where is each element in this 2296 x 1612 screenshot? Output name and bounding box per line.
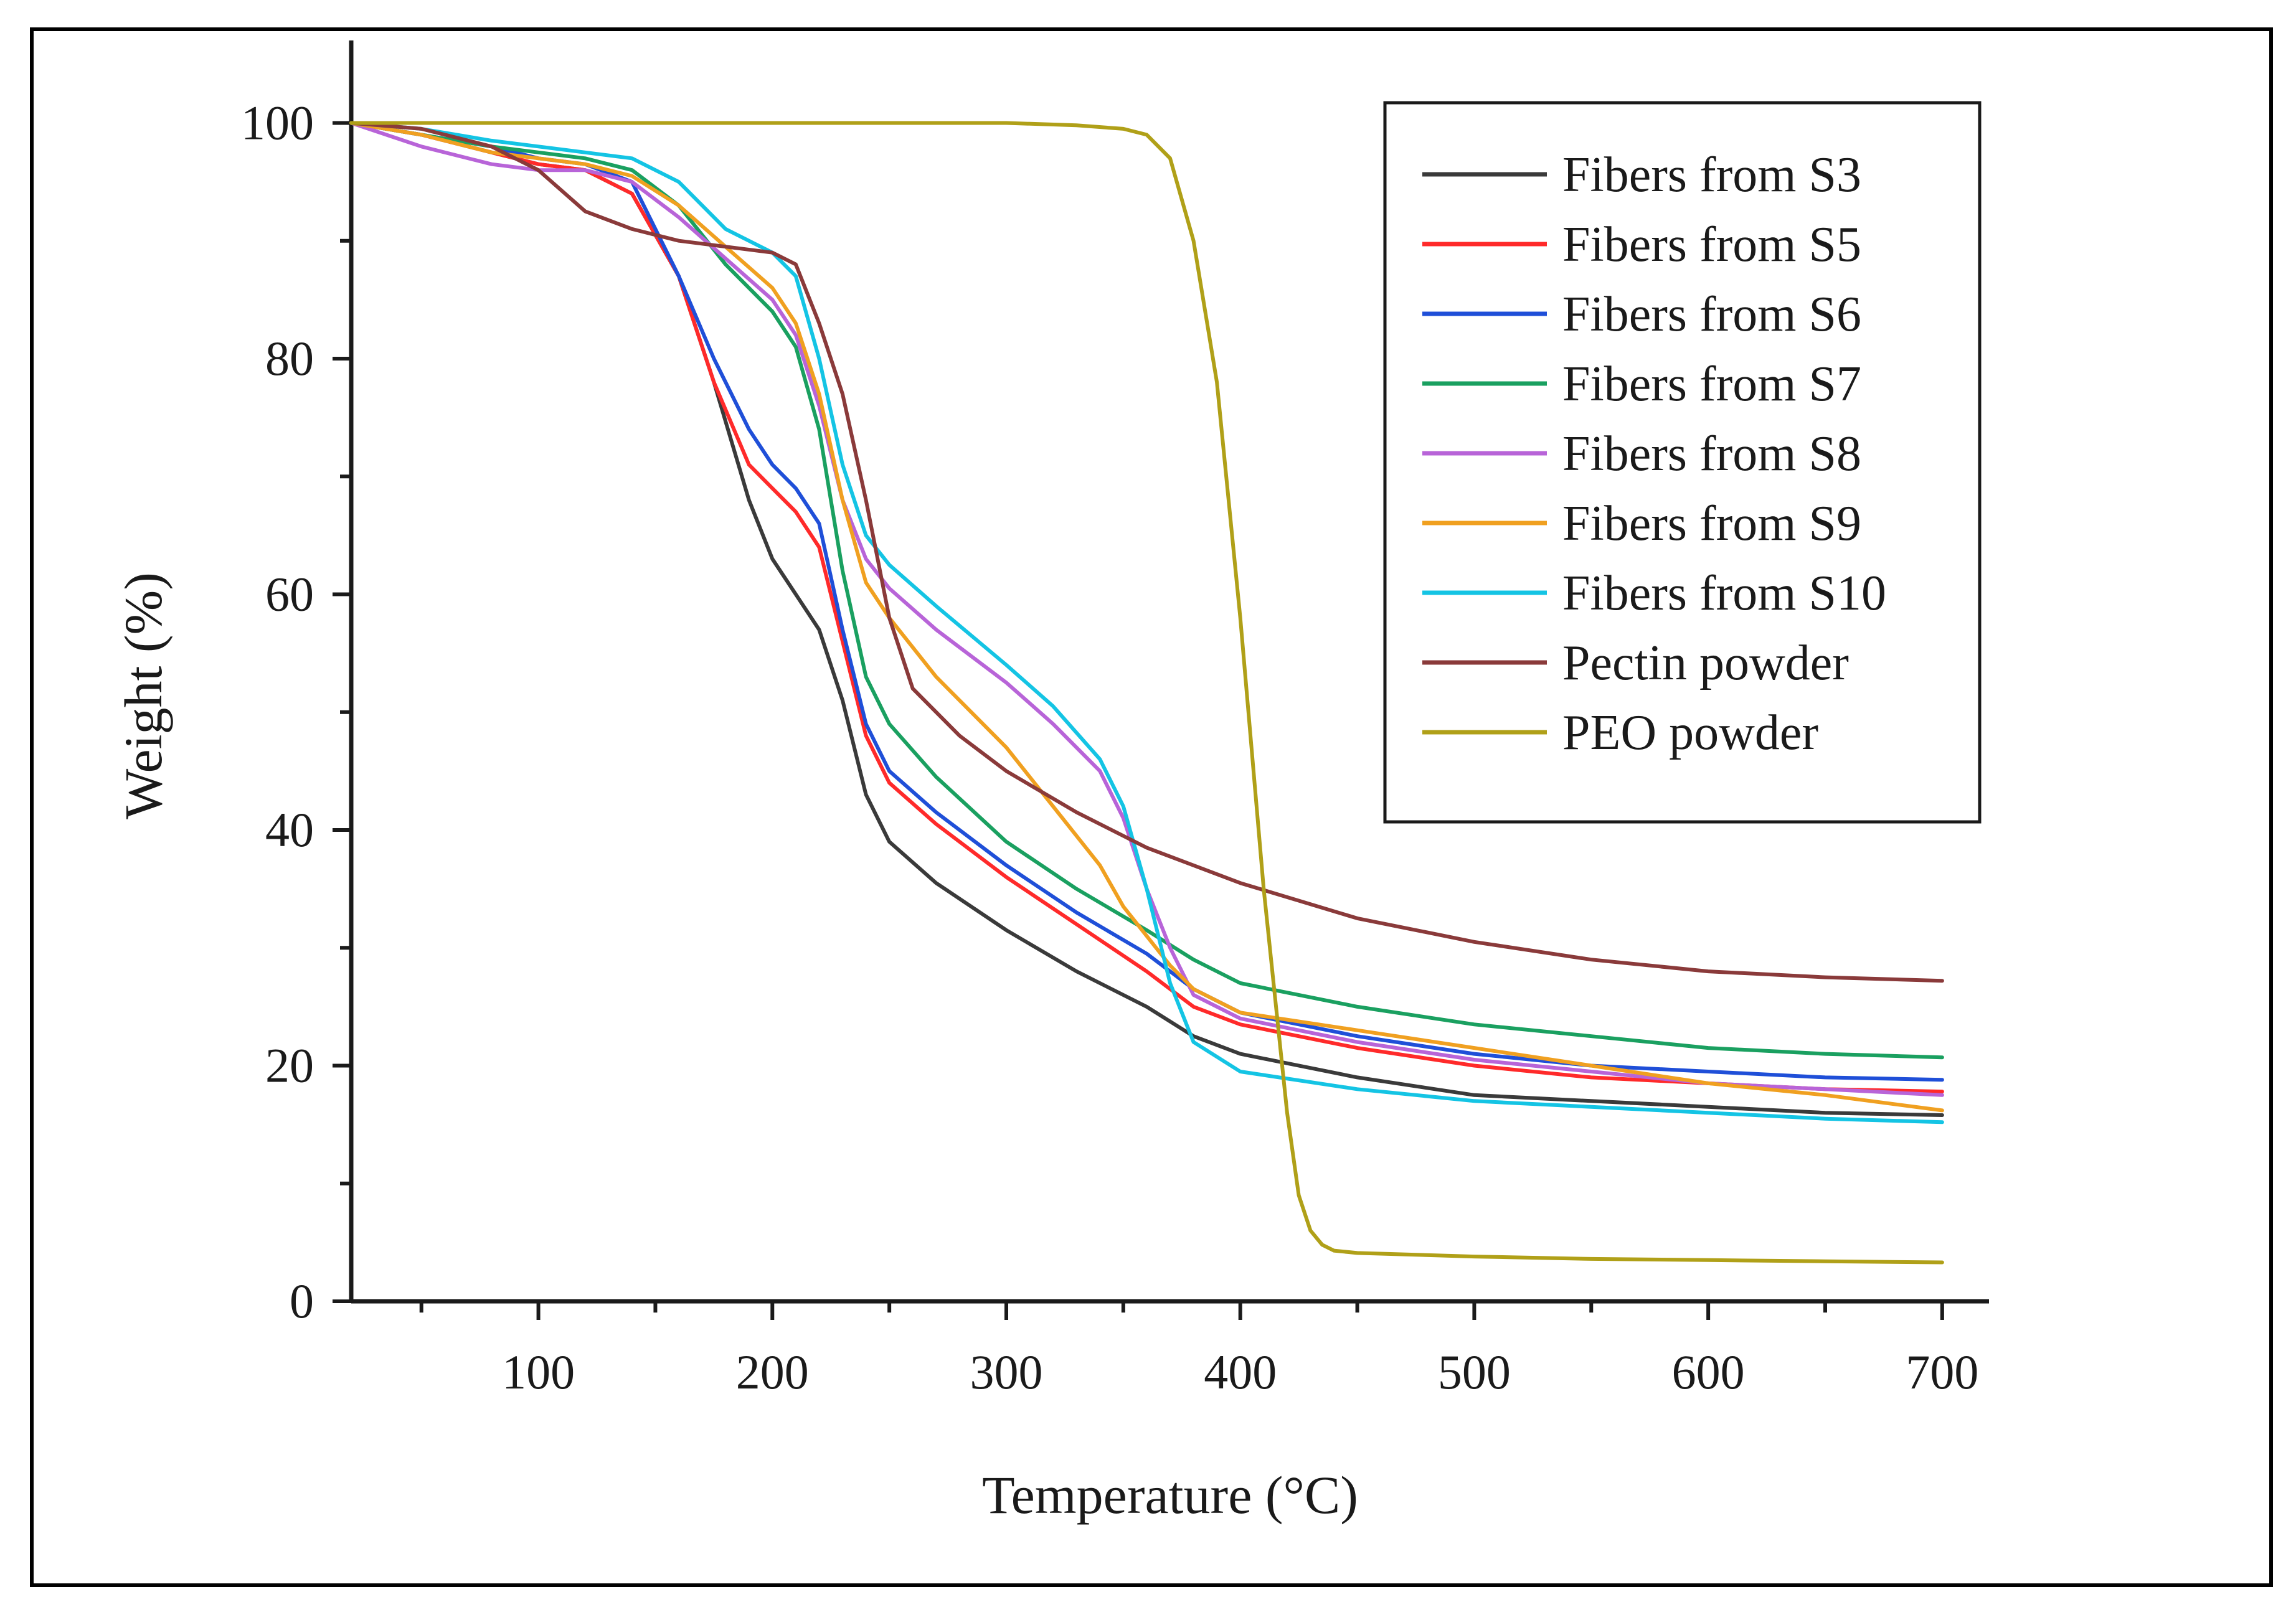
y-tick-label: 60 — [265, 567, 314, 621]
x-tick-label: 100 — [502, 1345, 575, 1399]
legend-box — [1383, 101, 1982, 824]
y-tick-label: 100 — [241, 95, 314, 149]
series-line-6 — [349, 121, 1944, 1113]
y-tick-label: 40 — [265, 803, 314, 857]
series-line-9 — [349, 121, 1944, 1265]
x-tick-label: 200 — [736, 1345, 809, 1399]
series-lines — [349, 121, 1944, 1265]
legend-label: PEO powder — [1562, 705, 1818, 760]
x-tick-label: 300 — [970, 1345, 1043, 1399]
legend-label: Fibers from S3 — [1562, 148, 1861, 202]
axes: 100 200 300 400 500 600 700 0 20 40 60 80 100 — [241, 40, 1989, 1399]
x-tick-label: 700 — [1906, 1345, 1978, 1399]
series-line-5 — [349, 121, 1944, 1097]
legend: Fibers from S3 Fibers from S5 Fibers from … — [1383, 101, 1982, 824]
y-tick-label: 0 — [290, 1274, 314, 1328]
legend-label: Pectin powder — [1562, 636, 1849, 691]
series-line-3 — [349, 121, 1944, 1082]
x-tick-label: 400 — [1204, 1345, 1277, 1399]
legend-label: Fibers from S5 — [1562, 217, 1861, 272]
y-axis-title: Weight (%) — [113, 572, 173, 819]
legend-label: Fibers from S8 — [1562, 427, 1861, 481]
series-line-4 — [349, 121, 1944, 1060]
series-line-7 — [349, 121, 1944, 1124]
series-line-2 — [349, 121, 1944, 1094]
y-tick-label: 80 — [265, 331, 314, 385]
legend-label: Fibers from S7 — [1562, 357, 1861, 412]
legend-label: Fibers from S6 — [1562, 287, 1861, 342]
y-tick-label: 20 — [265, 1038, 314, 1092]
chart-figure: 100 200 300 400 500 600 700 0 20 40 60 80 100 Fibers… — [30, 27, 2273, 1587]
x-tick-label: 600 — [1672, 1345, 1745, 1399]
tga-line-chart: 100 200 300 400 500 600 700 0 20 40 60 80 100 Fibers… — [113, 40, 1989, 1525]
legend-label: Fibers from S10 — [1562, 566, 1886, 621]
x-axis-title: Temperature (°C) — [982, 1465, 1358, 1525]
series-line-8 — [349, 121, 1944, 983]
x-tick-label: 500 — [1438, 1345, 1511, 1399]
legend-label: Fibers from S9 — [1562, 496, 1861, 551]
